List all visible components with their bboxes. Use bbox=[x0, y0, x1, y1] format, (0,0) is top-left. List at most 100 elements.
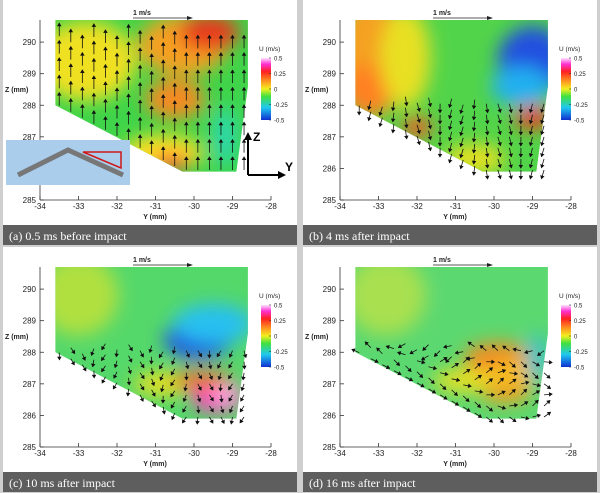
vector-head bbox=[195, 86, 201, 91]
vector-head bbox=[127, 369, 132, 375]
vector-head bbox=[497, 175, 502, 180]
field-blob bbox=[526, 333, 547, 384]
vector-head bbox=[114, 122, 120, 126]
colorbar-tick-label: -0.25 bbox=[574, 103, 588, 109]
vector-head bbox=[471, 127, 477, 132]
vector-head bbox=[448, 159, 453, 164]
y-tick-label: 287 bbox=[323, 133, 337, 142]
vector-head bbox=[407, 367, 412, 372]
y-tick-label: 285 bbox=[23, 196, 37, 205]
vector-head bbox=[209, 419, 214, 424]
vector-head bbox=[228, 408, 234, 414]
vector-head bbox=[207, 86, 212, 91]
vector-head bbox=[241, 138, 247, 143]
vector-head bbox=[404, 102, 409, 107]
inset-wing bbox=[16, 147, 125, 178]
vector-head bbox=[56, 91, 62, 96]
vector-head bbox=[408, 377, 414, 382]
vector-head bbox=[427, 114, 433, 119]
vector-head bbox=[114, 87, 120, 92]
x-axis-label: Y (mm) bbox=[443, 214, 467, 221]
field-blob bbox=[355, 64, 392, 115]
x-tick-label: -34 bbox=[34, 202, 46, 211]
y-tick-label: 290 bbox=[23, 285, 37, 294]
vector-head bbox=[82, 367, 87, 372]
caption: (d) 16 ms after impact bbox=[309, 476, 416, 490]
vector-head bbox=[137, 99, 143, 104]
vector-head bbox=[548, 359, 553, 365]
vector-head bbox=[240, 397, 245, 402]
vector-head bbox=[416, 118, 421, 124]
vector-head bbox=[207, 138, 212, 143]
vector-head bbox=[501, 390, 506, 395]
vector-head bbox=[397, 344, 403, 349]
vector-head bbox=[219, 398, 224, 403]
vectors bbox=[57, 343, 248, 425]
x-tick-label: -30 bbox=[488, 449, 500, 458]
colorbar-tick-label: -0.5 bbox=[274, 366, 285, 372]
vector-head bbox=[228, 397, 233, 402]
x-tick-label: -31 bbox=[150, 202, 162, 211]
vector-head bbox=[172, 117, 178, 122]
vector-head bbox=[525, 380, 530, 385]
vector-head bbox=[216, 352, 221, 358]
vectors bbox=[351, 341, 553, 424]
vector-head bbox=[184, 34, 189, 39]
vector-head bbox=[540, 108, 545, 114]
x-tick-label: -30 bbox=[188, 202, 200, 211]
caption-bar bbox=[303, 225, 597, 245]
vector-head bbox=[427, 147, 433, 152]
vector-head bbox=[443, 395, 448, 400]
vector-head bbox=[207, 52, 212, 56]
vector-head bbox=[158, 353, 163, 359]
vector-head bbox=[528, 131, 534, 136]
vector-head bbox=[218, 104, 224, 108]
vector-head bbox=[56, 57, 62, 61]
vector-head bbox=[241, 104, 247, 108]
field-blobs bbox=[55, 267, 248, 413]
vector-head bbox=[524, 373, 529, 378]
vector-head bbox=[126, 381, 132, 386]
vector-head bbox=[68, 80, 74, 85]
vector-head bbox=[56, 39, 62, 44]
field-blob bbox=[212, 106, 237, 167]
x-tick-label: -33 bbox=[373, 202, 385, 211]
vector-head bbox=[230, 156, 235, 160]
field-blob bbox=[171, 370, 232, 391]
vector-head bbox=[430, 379, 435, 385]
vector-head bbox=[525, 415, 530, 421]
scale-arrow-head bbox=[187, 263, 193, 267]
vector-head bbox=[431, 389, 437, 394]
vector-head bbox=[197, 386, 202, 391]
x-tick-label: -28 bbox=[265, 202, 277, 211]
field-blobs bbox=[355, 20, 548, 172]
x-tick-label: -31 bbox=[450, 449, 462, 458]
colorbar-tick-label: 0.5 bbox=[274, 304, 283, 310]
vector-head bbox=[376, 347, 381, 352]
colorbar-title: U (m/s) bbox=[259, 293, 280, 300]
vector-head bbox=[171, 415, 176, 421]
vector-head bbox=[195, 138, 201, 143]
colorbar-tick-label: 0.5 bbox=[274, 57, 283, 63]
vector-head bbox=[185, 353, 190, 358]
x-tick-label: -28 bbox=[265, 449, 277, 458]
vector-head bbox=[150, 381, 156, 387]
x-axis-label: Y (mm) bbox=[143, 214, 167, 221]
scale-label: 1 m/s bbox=[133, 10, 151, 17]
y-axis-label: Z (mm) bbox=[305, 87, 328, 94]
vector-head bbox=[150, 371, 155, 376]
vector-head bbox=[444, 371, 449, 377]
vector-head bbox=[170, 371, 175, 376]
vector-head bbox=[471, 149, 477, 154]
vector-head bbox=[488, 418, 494, 423]
vector-head bbox=[514, 403, 519, 408]
vector-head bbox=[70, 361, 75, 366]
inset-axis-label: Y bbox=[285, 160, 293, 174]
y-tick-label: 289 bbox=[323, 317, 337, 326]
vector-head bbox=[536, 382, 541, 388]
vector-head bbox=[241, 52, 247, 56]
vector-head bbox=[514, 371, 519, 376]
vector-head bbox=[437, 109, 443, 114]
colorbar-title: U (m/s) bbox=[559, 293, 580, 300]
vector-head bbox=[230, 34, 235, 39]
